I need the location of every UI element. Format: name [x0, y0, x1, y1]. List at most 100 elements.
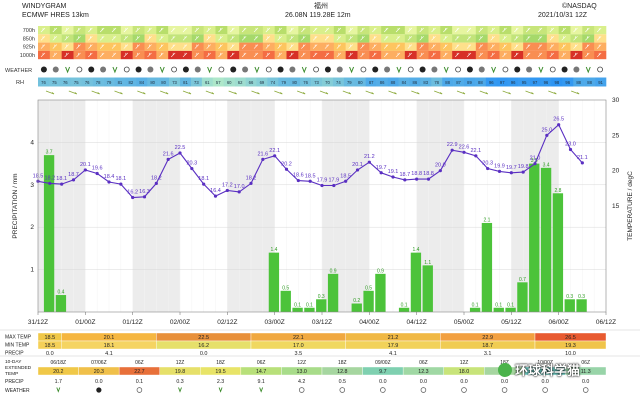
- wind-cell: [404, 50, 417, 60]
- wind-barb-icon: [123, 44, 129, 49]
- temperature-data-label: 20.1: [352, 162, 363, 168]
- wind-cell: [97, 42, 110, 51]
- wind-barb-icon: [123, 52, 129, 58]
- wind-cell: [97, 26, 110, 35]
- wind-cell: [298, 26, 311, 35]
- wind-barb-icon: [194, 36, 200, 41]
- rh-value: 75: [52, 80, 57, 85]
- wind-cell: [262, 34, 275, 43]
- wind-barb-icon: [537, 44, 543, 49]
- extended-temp-cell: [565, 366, 607, 376]
- wind-barb-icon: [111, 36, 117, 41]
- wind-cell: [156, 50, 169, 60]
- extended-precip-value: 0.5: [339, 379, 346, 385]
- temperature-point: [71, 178, 76, 182]
- left-tick-label: 3: [30, 182, 34, 189]
- wind-cell: [298, 50, 311, 60]
- wind-barb-icon: [111, 52, 117, 58]
- precip-data-label: 0.1: [495, 302, 502, 308]
- rh-cell: [267, 77, 279, 87]
- wind-cell: [452, 26, 465, 35]
- rh-cell: [464, 77, 476, 87]
- wind-cell: [97, 50, 110, 60]
- rh-cell: [125, 77, 137, 87]
- wind-cell: [582, 50, 595, 60]
- wind-barb-icon: [419, 44, 424, 49]
- max-temp-value: 22.1: [293, 335, 304, 341]
- rain-icon: [538, 66, 544, 74]
- wind-barb-icon: [265, 36, 271, 41]
- issue-time: 2021/10/31 12Z: [538, 12, 588, 19]
- rh-value: 73: [172, 80, 177, 85]
- wind-arrow-icon: [479, 90, 489, 95]
- precip-bar: [268, 252, 280, 312]
- wind-cell: [168, 42, 181, 51]
- cloud-icon: [40, 66, 47, 73]
- wind-barb-icon: [514, 36, 519, 41]
- wind-barb-icon: [525, 27, 531, 33]
- temperature-point: [225, 188, 229, 193]
- wind-barb-icon: [76, 52, 81, 58]
- temperature-data-label: 18.6: [293, 173, 304, 179]
- temperature-point: [107, 180, 111, 184]
- temperature-data-label: 16.3: [139, 189, 150, 195]
- temperature-data-label: 25.0: [541, 127, 552, 133]
- wind-barb-icon: [431, 36, 436, 41]
- rh-value: 88: [478, 80, 483, 85]
- wind-cell: [144, 42, 157, 51]
- precip-data-label: 1.4: [412, 247, 419, 253]
- wind-cell: [499, 26, 512, 35]
- min-temp-value: 18.1: [104, 343, 115, 349]
- temperature-data-label: 22.1: [470, 148, 481, 154]
- rh-cell: [529, 77, 541, 87]
- temperature-point: [415, 177, 419, 181]
- wind-cell: [239, 42, 252, 51]
- wind-cell: [404, 42, 417, 51]
- rh-value: 75: [74, 80, 79, 85]
- rh-cell: [81, 77, 93, 87]
- rh-cell: [38, 77, 50, 87]
- precip-bar: [576, 299, 587, 312]
- temperature-data-label: 18.8: [423, 171, 434, 177]
- wind-cell: [286, 50, 299, 60]
- wind-cell: [570, 42, 583, 51]
- rain-icon: [491, 66, 497, 74]
- wind-cell: [180, 26, 193, 35]
- temperature-point: [521, 170, 525, 174]
- wind-cell: [73, 26, 86, 35]
- rh-value: 91: [598, 80, 603, 85]
- wind-barb-icon: [596, 27, 602, 33]
- rh-cell: [354, 77, 366, 87]
- wind-cell: [251, 42, 264, 51]
- wind-cell: [381, 34, 394, 43]
- wind-barb-icon: [159, 44, 164, 49]
- wind-barb-icon: [514, 27, 519, 33]
- wind-barb-icon: [194, 44, 200, 49]
- rh-value: 80: [292, 80, 297, 85]
- wind-barb-icon: [99, 52, 105, 58]
- wind-barb-icon: [478, 36, 484, 41]
- wind-barb-icon: [383, 44, 389, 49]
- extended-temp-value: 8.1: [541, 369, 548, 375]
- wind-barb-icon: [431, 52, 436, 58]
- temperature-point: [580, 161, 584, 165]
- wind-cell: [227, 26, 240, 35]
- extended-temp-value: 12.3: [418, 369, 428, 375]
- wind-barb-icon: [419, 27, 424, 33]
- header: WINDYGRAM ECMWF HRES 13km 福州 26.08N 119.…: [0, 0, 640, 22]
- rh-cell: [147, 77, 159, 87]
- rain-icon: [178, 387, 182, 393]
- wind-cell: [558, 42, 571, 51]
- wind-barb-icon: [502, 27, 507, 33]
- wind-arrow-icon: [114, 90, 123, 95]
- rh-cell: [136, 77, 148, 87]
- wind-arrow-icon: [411, 90, 420, 95]
- rain-icon: [254, 66, 260, 74]
- rh-value: 86: [413, 80, 418, 85]
- rh-cell: [103, 77, 115, 87]
- wind-barb-icon: [490, 44, 495, 49]
- rh-value: 89: [467, 80, 472, 85]
- wind-cell: [369, 34, 382, 43]
- partly-cloudy-icon: [360, 66, 367, 73]
- wind-barb-icon: [478, 44, 484, 49]
